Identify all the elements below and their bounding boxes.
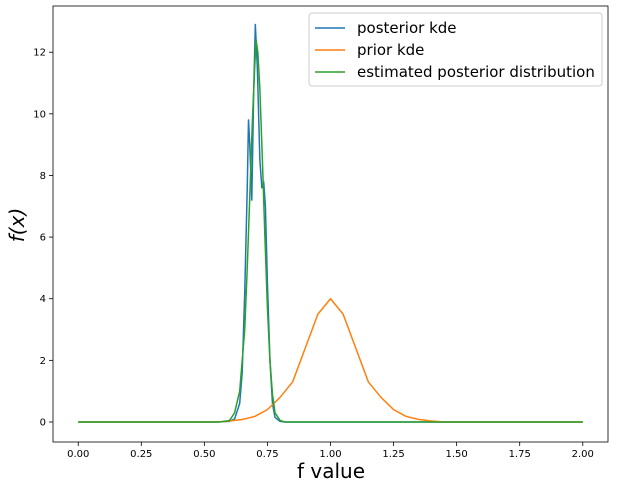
series-line-1 [78, 297, 583, 423]
y-tick-label: 8 [40, 171, 46, 182]
y-tick-label: 2 [40, 356, 46, 367]
y-tick-label: 0 [40, 417, 46, 428]
x-tick-label: 2.00 [572, 449, 594, 460]
y-tick-label: 4 [40, 294, 46, 305]
series-line-0 [78, 23, 583, 423]
y-axis-ticks: 0 2 4 6 8 10 12 [33, 48, 53, 428]
x-tick-label: 0.00 [67, 449, 89, 460]
y-axis-label: f(x) [5, 208, 29, 242]
legend: posterior kde prior kde estimated posterio… [308, 12, 603, 87]
x-tick-label: 1.25 [382, 449, 404, 460]
series-line-2 [78, 39, 583, 423]
x-tick-label: 0.25 [130, 449, 152, 460]
legend-entry-label: posterior kde [357, 19, 457, 37]
y-tick-label: 12 [33, 48, 46, 59]
x-tick-label: 1.50 [446, 449, 468, 460]
x-tick-label: 0.50 [193, 449, 215, 460]
x-tick-label: 1.75 [509, 449, 531, 460]
x-tick-label: 0.75 [256, 449, 278, 460]
legend-entry-label: prior kde [357, 41, 424, 59]
x-tick-label: 1.00 [319, 449, 341, 460]
y-tick-label: 6 [40, 233, 46, 244]
x-axis-ticks: 0.00 0.25 0.50 0.75 1.00 1.25 1.50 1.75 2.00 [67, 442, 594, 460]
legend-box [308, 12, 603, 87]
legend-entry-label: estimated posterior distribution [357, 63, 595, 81]
y-tick-label: 10 [33, 109, 46, 120]
x-axis-label: f value [297, 459, 365, 483]
